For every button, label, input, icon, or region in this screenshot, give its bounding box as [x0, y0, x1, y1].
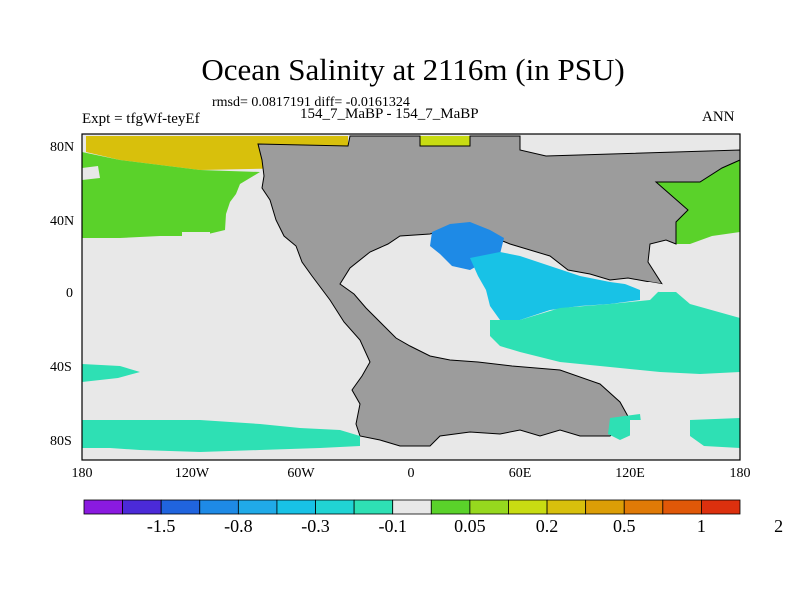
colorbar-swatch	[623, 499, 664, 515]
colorbar-label: -0.1	[378, 516, 407, 536]
colorbar-swatch	[701, 499, 741, 515]
colorbar-swatch	[392, 499, 432, 515]
colorbar-swatch	[508, 499, 548, 515]
north-pacific-neutral-patch	[182, 232, 210, 238]
colorbar-swatch	[199, 499, 239, 515]
lon-label-60w: 60W	[287, 466, 315, 481]
colorbar-label: -0.8	[224, 516, 253, 536]
colorbar-swatch	[662, 499, 702, 515]
indian-neutral-gap	[620, 282, 680, 292]
lon-label-0: 0	[407, 466, 415, 481]
colorbar-label: 2	[774, 516, 784, 536]
colorbar-swatch	[237, 499, 278, 515]
lat-label-80s: 80S	[50, 434, 72, 449]
arctic-light-green-region	[418, 136, 470, 146]
lon-label-180e: 180	[729, 466, 751, 481]
colorbar-swatch	[276, 499, 316, 515]
southern-teal-band	[82, 420, 360, 452]
colorbar-swatch	[83, 499, 123, 515]
east-green-region	[656, 160, 740, 244]
case-label: 154_7_MaBP - 154_7_MaBP	[300, 106, 479, 122]
colorbar-swatch	[430, 499, 471, 515]
colorbar-swatch	[469, 499, 509, 515]
colorbar-swatch	[122, 499, 162, 515]
colorbar-label: 0.2	[535, 516, 559, 536]
stats-line: rmsd= 0.0817191 diff= -0.0161324	[212, 95, 410, 110]
colorbar-label: 1	[696, 516, 706, 536]
arctic-neutral-patch	[82, 166, 100, 180]
southern-teal-west	[82, 364, 140, 382]
colorbar	[83, 499, 741, 515]
colorbar-label: 0.5	[612, 516, 636, 536]
north-pacific-green	[82, 152, 260, 238]
southern-teal-east	[690, 418, 740, 448]
page-title: Ocean Salinity at 2116m (in PSU)	[201, 52, 625, 87]
lon-label-120w: 120W	[174, 466, 210, 481]
indian-teal-region	[490, 290, 740, 374]
tethys-sky-region	[470, 252, 640, 320]
experiment-label: Expt = tfgWf-teyEf	[82, 111, 200, 127]
land-mass	[257, 135, 741, 447]
lat-label-40n: 40N	[50, 214, 75, 229]
colorbar-swatch	[160, 499, 201, 515]
colorbar-swatch	[546, 499, 587, 515]
colorbar-label: -0.3	[301, 516, 330, 536]
colorbar-swatch	[585, 499, 625, 515]
neutral-south-east	[630, 420, 690, 444]
lat-label-0: 0	[66, 286, 73, 301]
colorbar-label: -1.5	[146, 516, 176, 536]
map-frame	[81, 133, 741, 461]
colorbar-swatch	[353, 499, 394, 515]
season-label: ANN	[702, 109, 735, 125]
colorbar-label: 0.05	[454, 516, 486, 536]
lon-label-120e: 120E	[615, 466, 645, 481]
lat-label-80n: 80N	[50, 140, 75, 155]
colorbar-swatch	[315, 499, 355, 515]
lat-label-40s: 40S	[50, 360, 72, 375]
lon-label-60e: 60E	[508, 466, 532, 481]
lon-label-180w: 180	[71, 466, 93, 481]
